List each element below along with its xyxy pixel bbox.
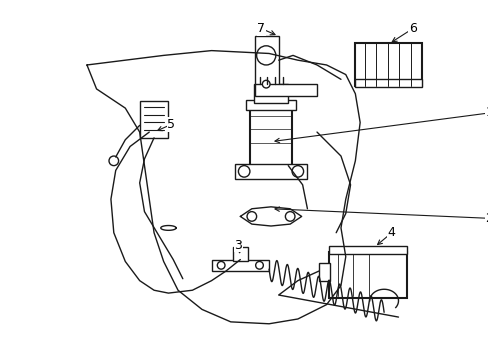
Circle shape [285, 212, 294, 221]
Circle shape [217, 261, 224, 269]
Circle shape [262, 80, 269, 88]
Circle shape [255, 261, 263, 269]
Text: 7: 7 [257, 22, 265, 35]
Text: 3: 3 [234, 239, 242, 252]
Bar [355, 79, 422, 87]
Circle shape [246, 212, 256, 221]
Circle shape [109, 156, 119, 166]
Text: 4: 4 [387, 226, 395, 239]
Bar [211, 260, 268, 271]
Bar [249, 106, 291, 166]
Bar [253, 84, 287, 103]
Bar [232, 247, 247, 261]
Circle shape [238, 166, 249, 177]
Bar [245, 100, 295, 110]
Bar [234, 164, 307, 179]
Text: 5: 5 [167, 118, 175, 131]
Text: 6: 6 [408, 22, 416, 35]
Circle shape [291, 166, 303, 177]
Bar [355, 43, 422, 86]
Bar [254, 36, 278, 89]
Bar [318, 264, 330, 281]
Bar [254, 84, 316, 96]
Bar [140, 102, 168, 138]
Text: 1: 1 [485, 107, 488, 120]
Circle shape [256, 46, 275, 65]
Bar [328, 246, 407, 254]
Bar [328, 252, 407, 298]
Text: 2: 2 [485, 212, 488, 225]
